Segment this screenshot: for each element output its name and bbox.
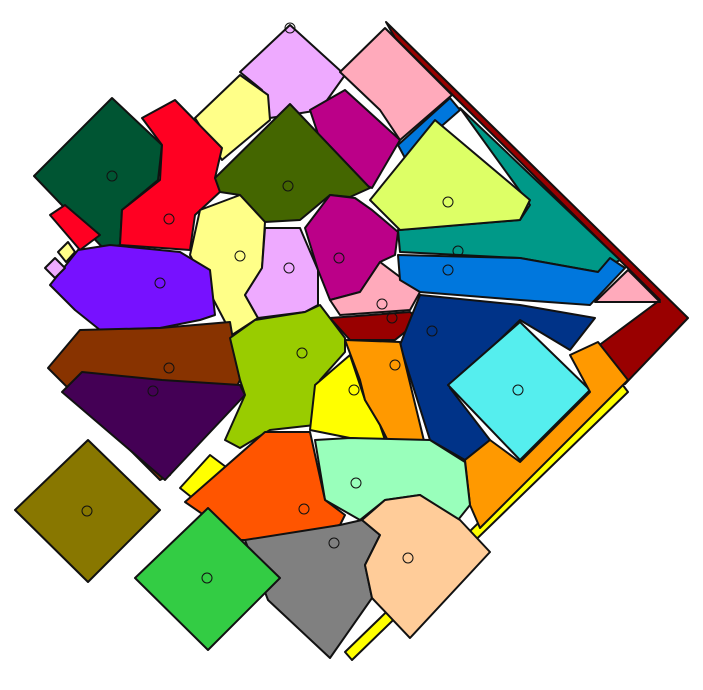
region-light-yellow-small bbox=[57, 241, 76, 263]
site-marker bbox=[328, 537, 340, 549]
site-marker bbox=[81, 505, 93, 517]
site-marker bbox=[386, 312, 398, 324]
region-green bbox=[134, 507, 281, 651]
region-olive bbox=[14, 439, 161, 583]
site-marker bbox=[163, 213, 175, 225]
region-red bbox=[119, 99, 223, 251]
site-marker bbox=[234, 250, 246, 262]
site-marker bbox=[512, 384, 524, 396]
site-marker bbox=[442, 196, 454, 208]
region-magenta-mid bbox=[304, 194, 399, 301]
region-pink-top bbox=[339, 27, 453, 141]
region-blue bbox=[397, 254, 626, 306]
site-markers bbox=[81, 22, 524, 584]
site-marker bbox=[282, 180, 294, 192]
region-red-small bbox=[49, 204, 101, 251]
region-dark-purple bbox=[61, 371, 246, 481]
site-marker bbox=[376, 298, 388, 310]
region-pink-right bbox=[594, 269, 661, 303]
region-orange-right bbox=[464, 341, 629, 529]
site-marker bbox=[147, 385, 159, 397]
region-violet bbox=[49, 244, 216, 331]
site-marker bbox=[283, 262, 295, 274]
site-marker bbox=[163, 362, 175, 374]
site-marker bbox=[284, 22, 296, 34]
site-marker bbox=[452, 245, 464, 257]
site-marker bbox=[106, 170, 118, 182]
site-marker bbox=[442, 264, 454, 276]
site-marker bbox=[350, 477, 362, 489]
region-lavender-small bbox=[44, 257, 66, 279]
site-marker bbox=[333, 252, 345, 264]
site-marker bbox=[348, 384, 360, 396]
site-marker bbox=[389, 359, 401, 371]
region-olive-green bbox=[214, 103, 371, 223]
region-peach bbox=[361, 494, 491, 639]
site-marker bbox=[402, 552, 414, 564]
site-marker bbox=[154, 277, 166, 289]
site-marker bbox=[201, 572, 213, 584]
region-orange-mid bbox=[344, 339, 426, 446]
site-marker bbox=[426, 325, 438, 337]
site-marker bbox=[296, 347, 308, 359]
site-marker bbox=[298, 503, 310, 515]
region-yellow-green bbox=[369, 119, 531, 231]
